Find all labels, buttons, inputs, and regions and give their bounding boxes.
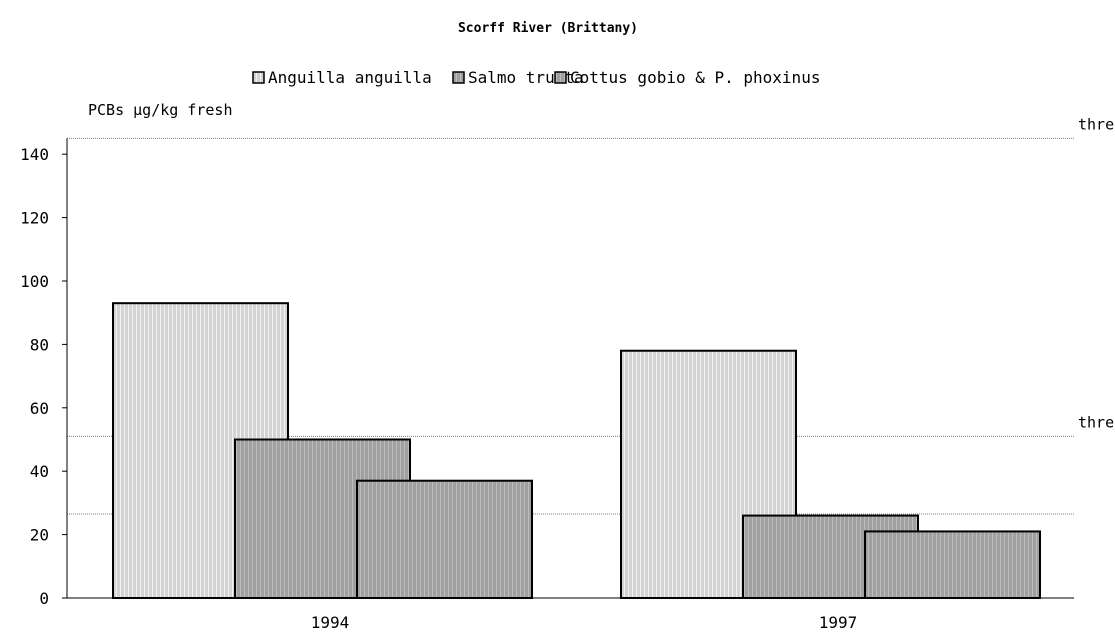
legend-label-2: Cottus gobio & P. phoxinus — [570, 68, 820, 87]
x-tick-label-1997: 1997 — [819, 613, 858, 632]
y-tick-label-40: 40 — [30, 462, 49, 481]
y-tick-label-20: 20 — [30, 526, 49, 545]
y-tick-label-140: 140 — [20, 145, 49, 164]
bar-1997-2 — [864, 530, 1041, 599]
y-tick-label-80: 80 — [30, 335, 49, 354]
chart-title: Scorff River (Brittany) — [458, 21, 638, 36]
bars — [112, 302, 1041, 600]
y-axis-label: PCBs µg/kg fresh — [88, 101, 233, 119]
x-axis: 1994 1997 — [311, 613, 858, 632]
y-tick-label-0: 0 — [39, 589, 49, 608]
bar-1994-2 — [356, 479, 533, 599]
legend-swatch-0 — [252, 71, 265, 84]
threshold-lines: threshold threshold — [67, 115, 1115, 515]
threshold-label-1: threshold — [1078, 413, 1115, 431]
y-tick-label-60: 60 — [30, 399, 49, 418]
y-axis: 0 20 40 60 80 100 120 140 — [20, 138, 1074, 608]
x-tick-label-1994: 1994 — [311, 613, 350, 632]
legend-label-0: Anguilla anguilla — [268, 68, 432, 87]
legend-swatch-2 — [554, 71, 567, 84]
legend-swatch-1 — [452, 71, 465, 84]
y-tick-label-100: 100 — [20, 272, 49, 291]
y-tick-label-120: 120 — [20, 209, 49, 228]
threshold-label-0: threshold — [1078, 115, 1115, 133]
